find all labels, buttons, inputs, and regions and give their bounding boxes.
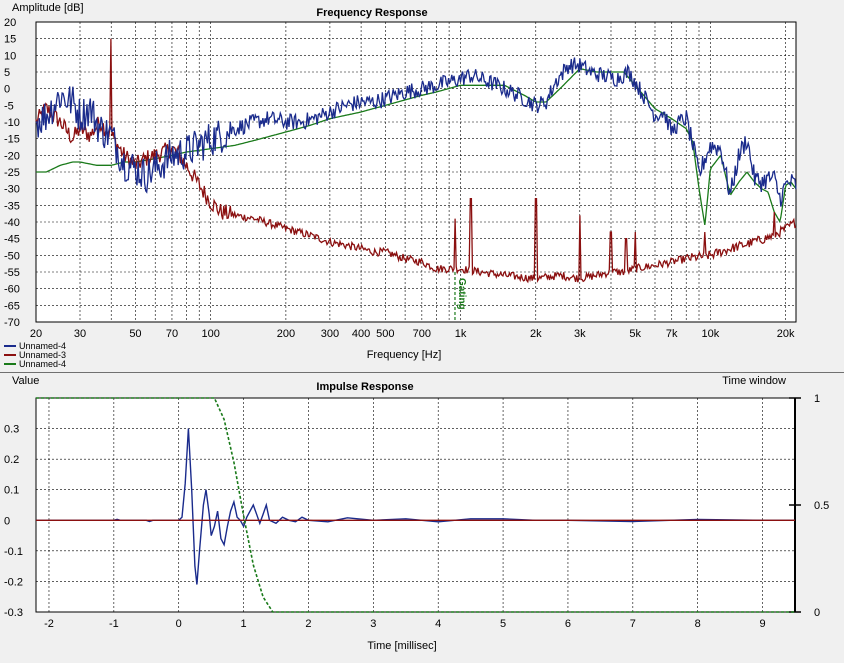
y-tick-label: -0.3	[4, 607, 23, 619]
x-tick-label: 7k	[666, 328, 678, 340]
y-tick-label: -60	[4, 284, 20, 296]
y2-axis-label: Time window	[722, 375, 786, 387]
x-tick-label: 200	[277, 328, 295, 340]
y-tick-label: 0.2	[4, 454, 19, 466]
panel-divider	[0, 372, 844, 373]
x-tick-label: 3k	[574, 328, 586, 340]
y-axis-label: Value	[12, 375, 39, 387]
gating-label: Gating	[456, 278, 467, 310]
x-tick-label: 5k	[629, 328, 641, 340]
y-tick-label: 20	[4, 17, 16, 29]
x-tick-label: 700	[413, 328, 431, 340]
y-tick-label: 0	[4, 515, 10, 527]
series-line-0	[35, 57, 797, 207]
x-axis-label: Time [millisec]	[367, 640, 436, 652]
plot-area	[36, 398, 795, 612]
x-tick-label: 0	[176, 618, 182, 630]
x-tick-label: 500	[376, 328, 394, 340]
y2-tick-label: 0	[814, 607, 820, 619]
series-line-window	[36, 397, 795, 613]
legend-entry: Unnamed-3	[19, 350, 66, 360]
x-tick-label: 300	[321, 328, 339, 340]
chart-title: Impulse Response	[316, 381, 413, 393]
x-tick-label: 9	[760, 618, 766, 630]
y2-tick-label: 1	[814, 393, 820, 405]
y-tick-label: -40	[4, 217, 20, 229]
y-tick-label: -25	[4, 167, 20, 179]
x-tick-label: 50	[129, 328, 141, 340]
y-tick-label: 5	[4, 67, 10, 79]
x-tick-label: 8	[695, 618, 701, 630]
y-axis-label: Amplitude [dB]	[12, 2, 84, 14]
x-tick-label: 10k	[702, 328, 720, 340]
x-tick-label: 30	[74, 328, 86, 340]
frequency-response-chart: 20151050-5-10-15-20-25-30-35-40-45-50-55…	[4, 2, 797, 369]
x-tick-label: 20k	[777, 328, 795, 340]
x-tick-label: 5	[500, 618, 506, 630]
x-tick-label: -1	[109, 618, 119, 630]
x-tick-label: 2k	[530, 328, 542, 340]
y-tick-label: -65	[4, 300, 20, 312]
x-axis-label: Frequency [Hz]	[367, 349, 442, 361]
y-tick-label: -0.2	[4, 576, 23, 588]
impulse-response-chart: 1 0.5 0 0.3 0.2 0.1 0 -0.1 -0.2 -0.3 -2 -1 0 1 2 3 4 5 6 7 8…	[4, 375, 829, 652]
x-tick-label: 1k	[455, 328, 467, 340]
series-line-1	[35, 38, 797, 284]
x-tick-label: 100	[201, 328, 219, 340]
legend-entry: Unnamed-4	[19, 359, 66, 369]
x-tick-label: 4	[435, 618, 441, 630]
y-tick-label: -20	[4, 150, 20, 162]
y-tick-label: -10	[4, 117, 20, 129]
y-tick-label: -35	[4, 200, 20, 212]
y-tick-label: 10	[4, 50, 16, 62]
y2-tick-label: 0.5	[814, 500, 829, 512]
x-tick-label: 3	[370, 618, 376, 630]
x-tick-label: 400	[352, 328, 370, 340]
legend-entry: Unnamed-4	[19, 341, 66, 351]
y-tick-label: -15	[4, 134, 20, 146]
x-tick-label: 1	[241, 618, 247, 630]
x-tick-label: 7	[630, 618, 636, 630]
series-line-2	[36, 68, 797, 226]
y-tick-label: -70	[4, 317, 20, 329]
x-tick-label: 20	[30, 328, 42, 340]
y-tick-label: -5	[4, 100, 14, 112]
y-tick-label: -45	[4, 234, 20, 246]
y-tick-label: -0.1	[4, 546, 23, 558]
x-tick-label: 2	[305, 618, 311, 630]
y-tick-label: 0.1	[4, 485, 19, 497]
y-tick-label: 0	[4, 84, 10, 96]
y-tick-label: -55	[4, 267, 20, 279]
y-tick-label: 0.3	[4, 424, 19, 436]
y-tick-label: -50	[4, 250, 20, 262]
x-tick-label: -2	[44, 618, 54, 630]
x-tick-label: 6	[565, 618, 571, 630]
x-tick-label: 70	[166, 328, 178, 340]
y-tick-label: -30	[4, 184, 20, 196]
y-tick-label: 15	[4, 34, 16, 46]
chart-title: Frequency Response	[316, 7, 427, 19]
